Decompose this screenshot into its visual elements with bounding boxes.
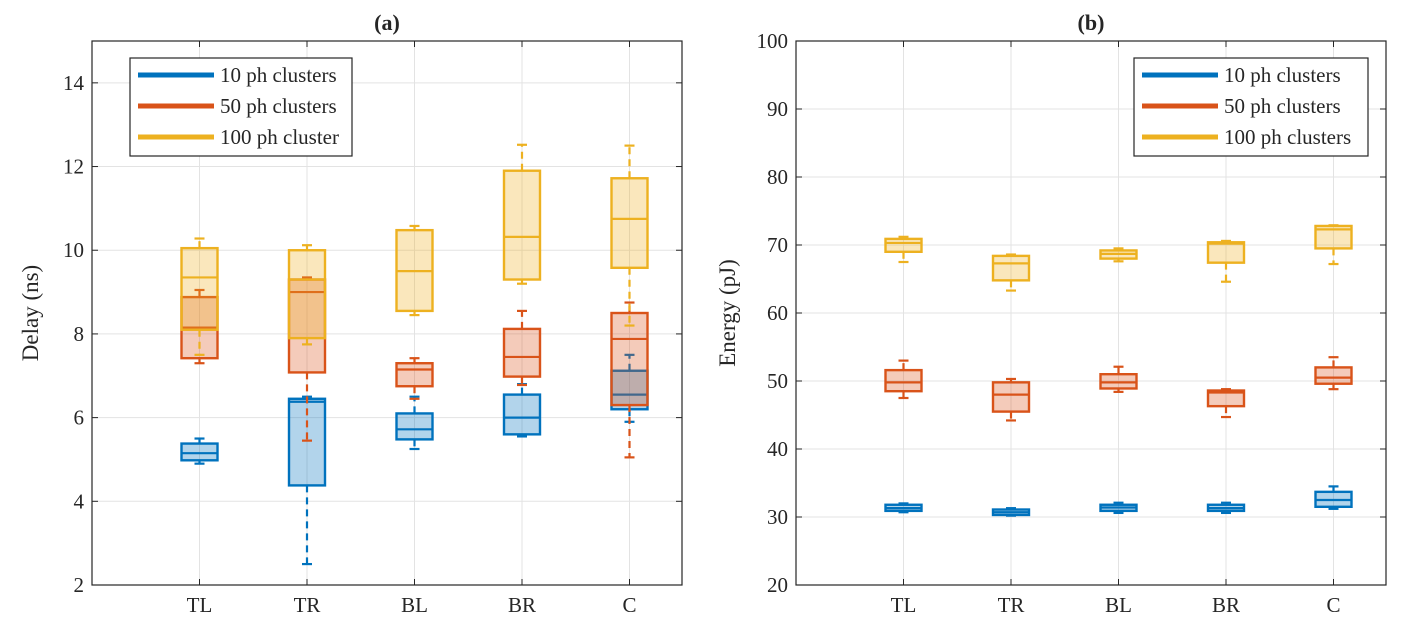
panel-a-legend-label-0: 10 ph clusters: [220, 63, 337, 87]
panel-b-box-1-tl: [884, 359, 923, 400]
iqr-box: [180, 246, 219, 331]
panel-a-y-tick-label-5: 12: [63, 155, 84, 179]
panel-a-x-tick-label-bl: BL: [401, 593, 428, 617]
iqr-box: [180, 442, 219, 462]
panel-a-x-ticks: TL TR BL BR C: [187, 41, 637, 617]
panel-b-box-1-bl: [1099, 365, 1138, 393]
iqr-box: [1314, 224, 1353, 250]
panel-b-box-0-c: [1314, 485, 1353, 510]
panel-b-legend-label-0: 10 ph clusters: [1224, 63, 1341, 87]
panel-a-box-1-c: [610, 301, 649, 459]
panel-b-x-tick-label-tl: TL: [891, 593, 917, 617]
panel-b-box-1-tr: [991, 377, 1031, 422]
panel-b-title: (b): [1078, 10, 1105, 35]
panel-b-y-tick-label-3: 50: [767, 369, 788, 393]
panel-a-boxplots: [180, 143, 649, 566]
panel-b-y-tick-label-5: 70: [767, 233, 788, 257]
panel-a-x-tick-label-tl: TL: [187, 593, 213, 617]
panel-b-x-tick-label-c: C: [1326, 593, 1340, 617]
panel-a-x-tick-label-c: C: [622, 593, 636, 617]
panel-b-y-axis-label: Energy (pJ): [715, 259, 740, 367]
panel-b-box-2-tr: [991, 253, 1031, 292]
panel-a-box-2-br: [502, 143, 542, 285]
panel-b-axes-frame: [795, 40, 1387, 586]
iqr-box: [395, 362, 434, 388]
panel-b-box-0-tr: [991, 507, 1031, 517]
iqr-box: [610, 177, 649, 270]
panel-a-x-tick-label-br: BR: [508, 593, 536, 617]
panel-b-box-2-c: [1314, 224, 1353, 266]
panel-a-legend: 10 ph clusters 50 ph clusters 100 ph clust…: [129, 57, 353, 157]
iqr-box: [502, 393, 542, 436]
iqr-box: [1314, 366, 1353, 385]
panel-b-box-0-bl: [1099, 501, 1138, 515]
panel-a-box-0-bl: [395, 395, 434, 451]
panel-a-box-2-tr: [287, 244, 327, 346]
panel-b-y-tick-label-0: 20: [767, 573, 788, 597]
panel-a-box-2-bl: [395, 224, 434, 317]
panel-b-y-tick-label-1: 30: [767, 505, 788, 529]
panel-b-y-tick-label-6: 80: [767, 165, 788, 189]
panel-a-y-tick-label-2: 6: [74, 406, 85, 430]
iqr-box: [1206, 389, 1246, 408]
panel-b-y-tick-label-8: 100: [757, 29, 789, 53]
panel-a-delay-chart: 2 4 6 8 10 12 14 TL TR BL BR C (a) Delay (ns) 10 p…: [18, 10, 683, 617]
panel-b-x-tick-label-br: BR: [1212, 593, 1240, 617]
panel-a-box-0-br: [502, 383, 542, 438]
panel-b-box-2-br: [1206, 239, 1246, 283]
panel-b-box-2-tl: [884, 235, 923, 264]
panel-b-legend-label-2: 100 ph clusters: [1224, 125, 1351, 149]
panel-a-box-1-br: [502, 309, 542, 387]
panel-a-y-tick-label-3: 8: [74, 322, 85, 346]
panel-a-y-tick-label-4: 10: [63, 238, 84, 262]
panel-b-boxplots: [884, 224, 1353, 517]
iqr-box: [991, 381, 1031, 413]
panel-b-y-ticks: 20 30 40 50 60 70 80 90 100: [757, 29, 1386, 597]
iqr-box: [884, 237, 923, 254]
panel-a-y-tick-label-6: 14: [63, 71, 85, 95]
iqr-box: [502, 169, 542, 281]
panel-a-box-0-tl: [180, 437, 219, 465]
iqr-box: [1206, 241, 1246, 264]
panel-b-energy-chart: 20 30 40 50 60 70 80 90 100 TL TR BL BR C (b) Energy…: [715, 10, 1387, 617]
panel-a-box-2-tl: [180, 237, 219, 356]
panel-b-box-1-c: [1314, 356, 1353, 391]
panel-b-x-tick-label-bl: BL: [1105, 593, 1132, 617]
panel-b-box-0-br: [1206, 501, 1246, 515]
panel-b-box-2-bl: [1099, 247, 1138, 263]
panel-a-y-tick-label-1: 4: [74, 489, 85, 513]
iqr-box: [884, 368, 923, 393]
panel-a-legend-label-1: 50 ph clusters: [220, 94, 337, 118]
panel-b-y-tick-label-2: 40: [767, 437, 788, 461]
panel-a-legend-label-2: 100 ph cluster: [220, 125, 339, 149]
panel-b-box-1-br: [1206, 388, 1246, 419]
panel-b-x-ticks: TL TR BL BR C: [891, 41, 1341, 617]
iqr-box: [610, 311, 649, 407]
panel-a-axes-frame: [91, 40, 683, 586]
panel-a-box-1-bl: [395, 357, 434, 400]
panel-a-box-2-c: [610, 144, 649, 327]
iqr-box: [287, 249, 327, 340]
panel-a-title: (a): [374, 10, 400, 35]
iqr-box: [991, 254, 1031, 282]
iqr-box: [395, 412, 434, 441]
panel-b-y-tick-label-7: 90: [767, 97, 788, 121]
panel-a-y-tick-label-0: 2: [74, 573, 85, 597]
panel-b-y-tick-label-4: 60: [767, 301, 788, 325]
panel-a-y-axis-label: Delay (ns): [18, 265, 43, 361]
panel-b-box-0-tl: [884, 502, 923, 514]
panel-b-legend: 10 ph clusters 50 ph clusters 100 ph clust…: [1133, 57, 1369, 157]
panel-b-x-tick-label-tr: TR: [998, 593, 1025, 617]
panel-b-legend-label-1: 50 ph clusters: [1224, 94, 1341, 118]
iqr-box: [502, 327, 542, 378]
panel-a-x-tick-label-tr: TR: [294, 593, 321, 617]
